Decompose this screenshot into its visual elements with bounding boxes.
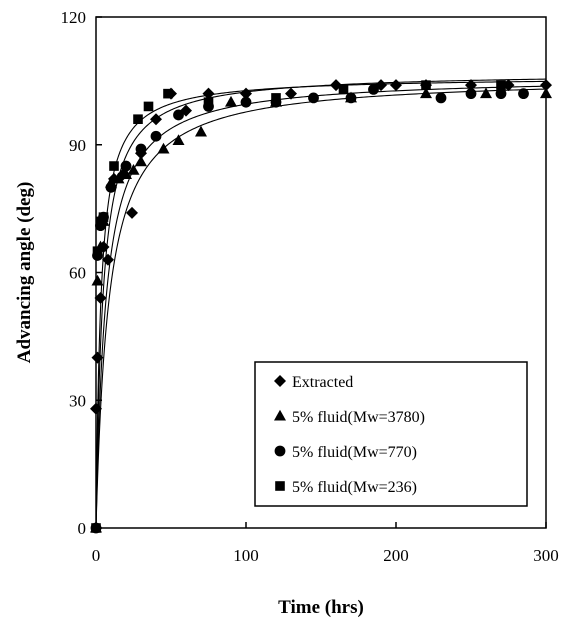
series-diamond-points	[90, 79, 552, 415]
data-point	[135, 143, 147, 155]
data-point	[203, 97, 214, 107]
legend: Extracted 5% fluid(Mw=3780) 5% fluid(Mw=77…	[254, 361, 528, 507]
data-point	[91, 351, 104, 364]
y-tick-label: 90	[69, 136, 86, 155]
data-point	[480, 87, 492, 99]
data-point	[540, 79, 552, 92]
data-point	[126, 206, 138, 219]
data-point	[390, 79, 402, 92]
x-tick-label: 200	[383, 546, 409, 565]
data-point	[92, 246, 103, 257]
data-point	[240, 96, 252, 108]
x-tick-label: 100	[233, 546, 259, 565]
data-point	[420, 87, 432, 99]
y-tick-label: 0	[78, 519, 87, 538]
y-tick-label: 30	[69, 391, 86, 410]
data-point	[163, 88, 173, 99]
data-point	[98, 212, 109, 222]
legend-marker	[274, 409, 286, 421]
data-point	[496, 80, 506, 90]
data-point	[135, 155, 147, 167]
data-point	[157, 142, 170, 154]
y-tick-label: 120	[61, 8, 87, 27]
data-point	[127, 164, 140, 175]
data-point	[368, 83, 379, 95]
axis-ticks: 0 30 60 90 120 0 100 200 300	[61, 8, 559, 565]
legend-marker	[275, 481, 285, 491]
data-point	[102, 253, 114, 266]
legend-label: 5% fluid(Mw=236)	[292, 479, 417, 496]
data-point	[240, 87, 252, 100]
x-tick-label: 0	[92, 546, 101, 565]
data-point	[143, 101, 154, 112]
data-point	[202, 87, 215, 100]
x-tick-label: 300	[533, 546, 559, 565]
data-point	[465, 79, 477, 92]
data-point	[540, 87, 552, 99]
data-point	[150, 130, 162, 142]
data-point	[435, 92, 447, 104]
data-point	[94, 292, 107, 305]
data-point	[112, 172, 125, 184]
data-point	[271, 93, 281, 103]
data-point	[105, 181, 117, 193]
legend-marker	[274, 375, 286, 387]
legend-label: 5% fluid(Mw=770)	[292, 444, 417, 461]
data-point	[172, 134, 185, 145]
data-point	[150, 113, 162, 126]
data-point	[120, 160, 132, 172]
fit-curve	[95, 85, 547, 528]
data-point	[120, 168, 132, 180]
data-point	[421, 80, 431, 90]
data-point	[495, 88, 507, 100]
data-point	[345, 92, 357, 104]
legend-box	[254, 361, 528, 507]
data-point	[91, 274, 104, 286]
legend-label: Extracted	[292, 374, 353, 391]
data-point	[338, 84, 349, 95]
legend-label: 5% fluid(Mw=3780)	[292, 409, 425, 426]
y-axis-title: Advancing angle (deg)	[14, 182, 35, 364]
data-point	[173, 109, 184, 121]
y-tick-label: 60	[69, 264, 86, 283]
data-point	[109, 161, 119, 171]
data-point	[518, 88, 529, 100]
data-point	[90, 402, 102, 415]
data-point	[133, 114, 143, 124]
data-point	[465, 88, 477, 100]
data-point	[308, 92, 319, 104]
data-point	[225, 95, 237, 107]
fit-curve	[95, 88, 547, 528]
data-point	[195, 125, 207, 137]
legend-marker	[274, 445, 286, 457]
data-point	[285, 87, 297, 100]
x-axis-title: Time (hrs)	[278, 597, 364, 618]
